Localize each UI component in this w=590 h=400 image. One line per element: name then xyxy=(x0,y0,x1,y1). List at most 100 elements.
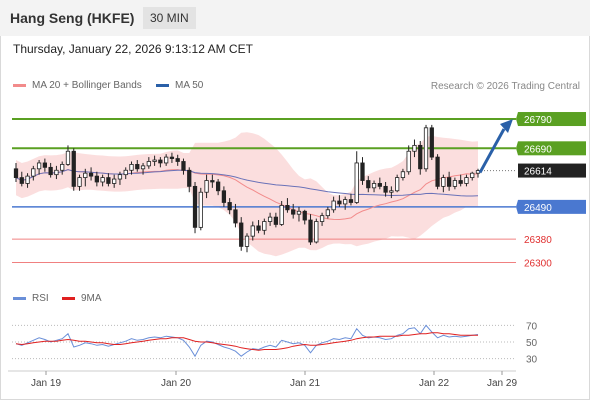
legend-ma50-swatch xyxy=(156,83,169,87)
x-tick-label: Jan 19 xyxy=(31,378,61,389)
candle-body xyxy=(100,177,105,183)
candle-body xyxy=(262,221,267,231)
candle-body xyxy=(418,144,423,170)
candle-body xyxy=(406,150,411,173)
candle-body xyxy=(412,144,417,152)
candle-body xyxy=(13,168,19,178)
candle-body xyxy=(71,150,76,187)
candle-body xyxy=(42,162,48,168)
header-bar: Hang Seng (HKFE) 30 MIN xyxy=(0,0,590,36)
candle-body xyxy=(60,164,65,171)
candle-body xyxy=(314,221,319,243)
level-label-26380: 26380 xyxy=(524,235,552,246)
candle-body xyxy=(83,172,88,178)
timeframe-badge[interactable]: 30 MIN xyxy=(143,7,196,29)
candle-body xyxy=(48,166,53,176)
candle-body xyxy=(458,180,463,184)
candle-body xyxy=(181,161,186,171)
legend-rsi-label: RSI xyxy=(32,293,49,304)
candle-body xyxy=(129,164,134,171)
candle-body xyxy=(94,175,99,183)
candle-body xyxy=(198,191,203,228)
level-tag-pointer-26490 xyxy=(516,199,518,214)
level-tag-pointer-26790 xyxy=(516,112,518,127)
level-tag-26690 xyxy=(518,141,586,156)
candle-body xyxy=(319,215,325,222)
candle-body xyxy=(77,177,82,187)
candle-body xyxy=(470,172,475,178)
candle-body xyxy=(423,127,429,170)
candle-body xyxy=(117,174,123,180)
legend-rsi-swatch xyxy=(13,296,26,300)
candle-body xyxy=(227,202,232,211)
candle-body xyxy=(88,172,94,177)
legend-9ma-label: 9MA xyxy=(81,293,102,304)
legend-rsi: RSI xyxy=(13,293,49,304)
candle-body xyxy=(452,180,458,187)
candle-body xyxy=(164,156,169,164)
candle-body xyxy=(337,200,342,205)
candle-body xyxy=(285,205,290,211)
legend-9ma-swatch xyxy=(62,296,75,300)
candle-body xyxy=(175,158,180,162)
level-label-26790: 26790 xyxy=(524,115,552,126)
legend-ma20-swatch xyxy=(13,83,26,87)
candle-body xyxy=(169,156,175,159)
x-axis: Jan 19 Jan 20 Jan 21 Jan 22 Jan 29 xyxy=(8,370,517,389)
legend-9ma: 9MA xyxy=(62,293,102,304)
candle-body xyxy=(291,209,296,215)
legend-ma20: MA 20 + Bollinger Bands xyxy=(13,80,142,91)
candle-body xyxy=(354,162,359,203)
candle-body xyxy=(221,190,227,203)
level-tag-26490 xyxy=(518,199,586,214)
candle-body xyxy=(239,222,244,247)
candle-body xyxy=(400,171,406,178)
candle-body xyxy=(464,177,469,184)
candle-body xyxy=(135,164,140,170)
candle-body xyxy=(25,175,30,184)
x-tick-label: Jan 29 xyxy=(487,378,517,389)
candle-body xyxy=(19,177,24,184)
candle-body xyxy=(140,165,146,170)
timestamp-subtitle: Thursday, January 22, 2026 9:13:12 AM CE… xyxy=(13,42,253,56)
candle-body xyxy=(429,127,434,158)
rsi-tick-30: 30 xyxy=(526,355,538,366)
candle-body xyxy=(343,199,348,205)
level-tag-pointer-26690 xyxy=(516,141,518,156)
candle-body xyxy=(308,219,313,243)
candle-body xyxy=(187,169,192,187)
candle-body xyxy=(279,205,284,225)
candle-body xyxy=(441,177,446,187)
candle-body xyxy=(446,177,452,187)
x-tick-label: Jan 20 xyxy=(161,378,191,389)
candle-body xyxy=(146,161,151,167)
rsi-line xyxy=(15,324,479,358)
level-label-26490: 26490 xyxy=(524,203,552,214)
x-tick-label: Jan 21 xyxy=(290,378,320,389)
candle-body xyxy=(65,150,71,165)
candle-body xyxy=(371,183,377,189)
candle-body xyxy=(158,159,163,164)
candle-body xyxy=(395,177,400,192)
forecast-arrow-shaft xyxy=(478,128,506,174)
level-tag-26790 xyxy=(518,112,586,127)
candle-body xyxy=(273,216,279,225)
candle-body xyxy=(233,209,238,224)
candle-body xyxy=(210,180,215,183)
candle-body xyxy=(366,180,371,189)
candle-body xyxy=(267,216,273,222)
ma50-line xyxy=(15,169,479,197)
candle-body xyxy=(215,181,221,192)
candle-body xyxy=(348,199,354,203)
candle-body xyxy=(204,180,209,193)
candle-body xyxy=(152,159,157,162)
level-label-26614: 26614 xyxy=(524,167,552,178)
candle-body xyxy=(302,210,307,221)
research-credit: Research © 2026 Trading Central xyxy=(430,81,580,92)
candle-body xyxy=(360,162,365,181)
candle-body xyxy=(36,162,42,170)
legend-ma50: MA 50 xyxy=(156,80,203,91)
candle-body xyxy=(112,178,117,184)
candle-body xyxy=(106,177,111,184)
